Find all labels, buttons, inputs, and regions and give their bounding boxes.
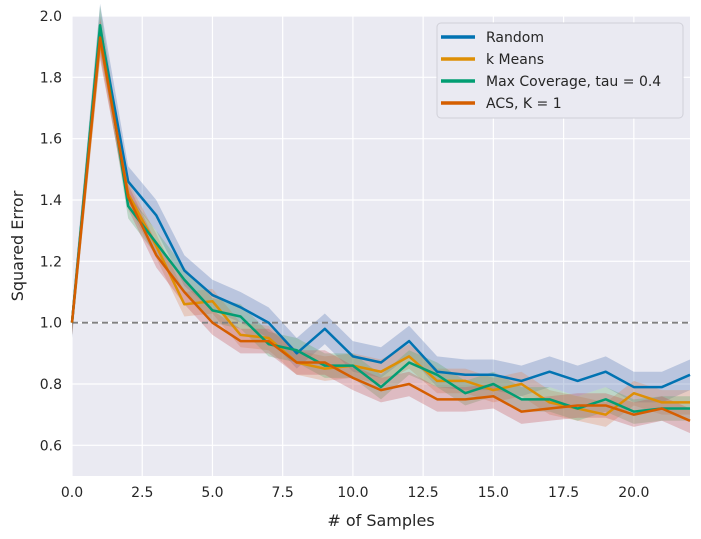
y-tick-label: 0.6 bbox=[40, 438, 62, 454]
y-axis-label: Squared Error bbox=[8, 190, 27, 301]
x-tick-label: 7.5 bbox=[272, 485, 294, 501]
y-tick-label: 1.8 bbox=[40, 70, 62, 86]
legend-box bbox=[436, 22, 684, 119]
x-tick-label: 0.0 bbox=[61, 485, 83, 501]
x-tick-label: 15.0 bbox=[478, 485, 509, 501]
band-series-3 bbox=[72, 17, 690, 434]
y-tick-label: 1.2 bbox=[40, 254, 62, 270]
x-tick-labels: 0.0 2.5 5.0 7.5 10.0 12.5 15.0 17.5 20.0 bbox=[61, 485, 650, 501]
x-tick-label: 12.5 bbox=[408, 485, 439, 501]
y-tick-label: 1.0 bbox=[40, 316, 62, 332]
y-tick-labels: 0.6 0.8 1.0 1.2 1.4 1.6 1.8 2.0 bbox=[40, 9, 62, 454]
legend: Random k Means Max Coverage, tau = 0.4 ACS,… bbox=[436, 22, 684, 119]
legend-label: Max Coverage, tau = 0.4 bbox=[486, 74, 661, 90]
y-tick-label: 2.0 bbox=[40, 9, 62, 25]
band-series-1 bbox=[72, 20, 690, 427]
x-tick-label: 17.5 bbox=[548, 485, 579, 501]
legend-label: ACS, K = 1 bbox=[486, 96, 562, 112]
series-lines bbox=[70, 23, 691, 422]
band-series-0 bbox=[72, 3, 690, 403]
y-tick-label: 0.8 bbox=[40, 377, 62, 393]
x-tick-label: 10.0 bbox=[337, 485, 368, 501]
x-tick-label: 2.5 bbox=[131, 485, 153, 501]
line-series-3 bbox=[70, 36, 691, 422]
line-series-0 bbox=[70, 27, 691, 389]
line-series-1 bbox=[70, 39, 690, 416]
y-tick-label: 1.4 bbox=[40, 193, 62, 209]
x-tick-label: 5.0 bbox=[201, 485, 223, 501]
x-tick-label: 20.0 bbox=[618, 485, 649, 501]
y-tick-label: 1.6 bbox=[40, 132, 62, 148]
x-axis-label: # of Samples bbox=[327, 511, 434, 530]
legend-label: Random bbox=[486, 30, 544, 46]
legend-label: k Means bbox=[486, 52, 544, 68]
